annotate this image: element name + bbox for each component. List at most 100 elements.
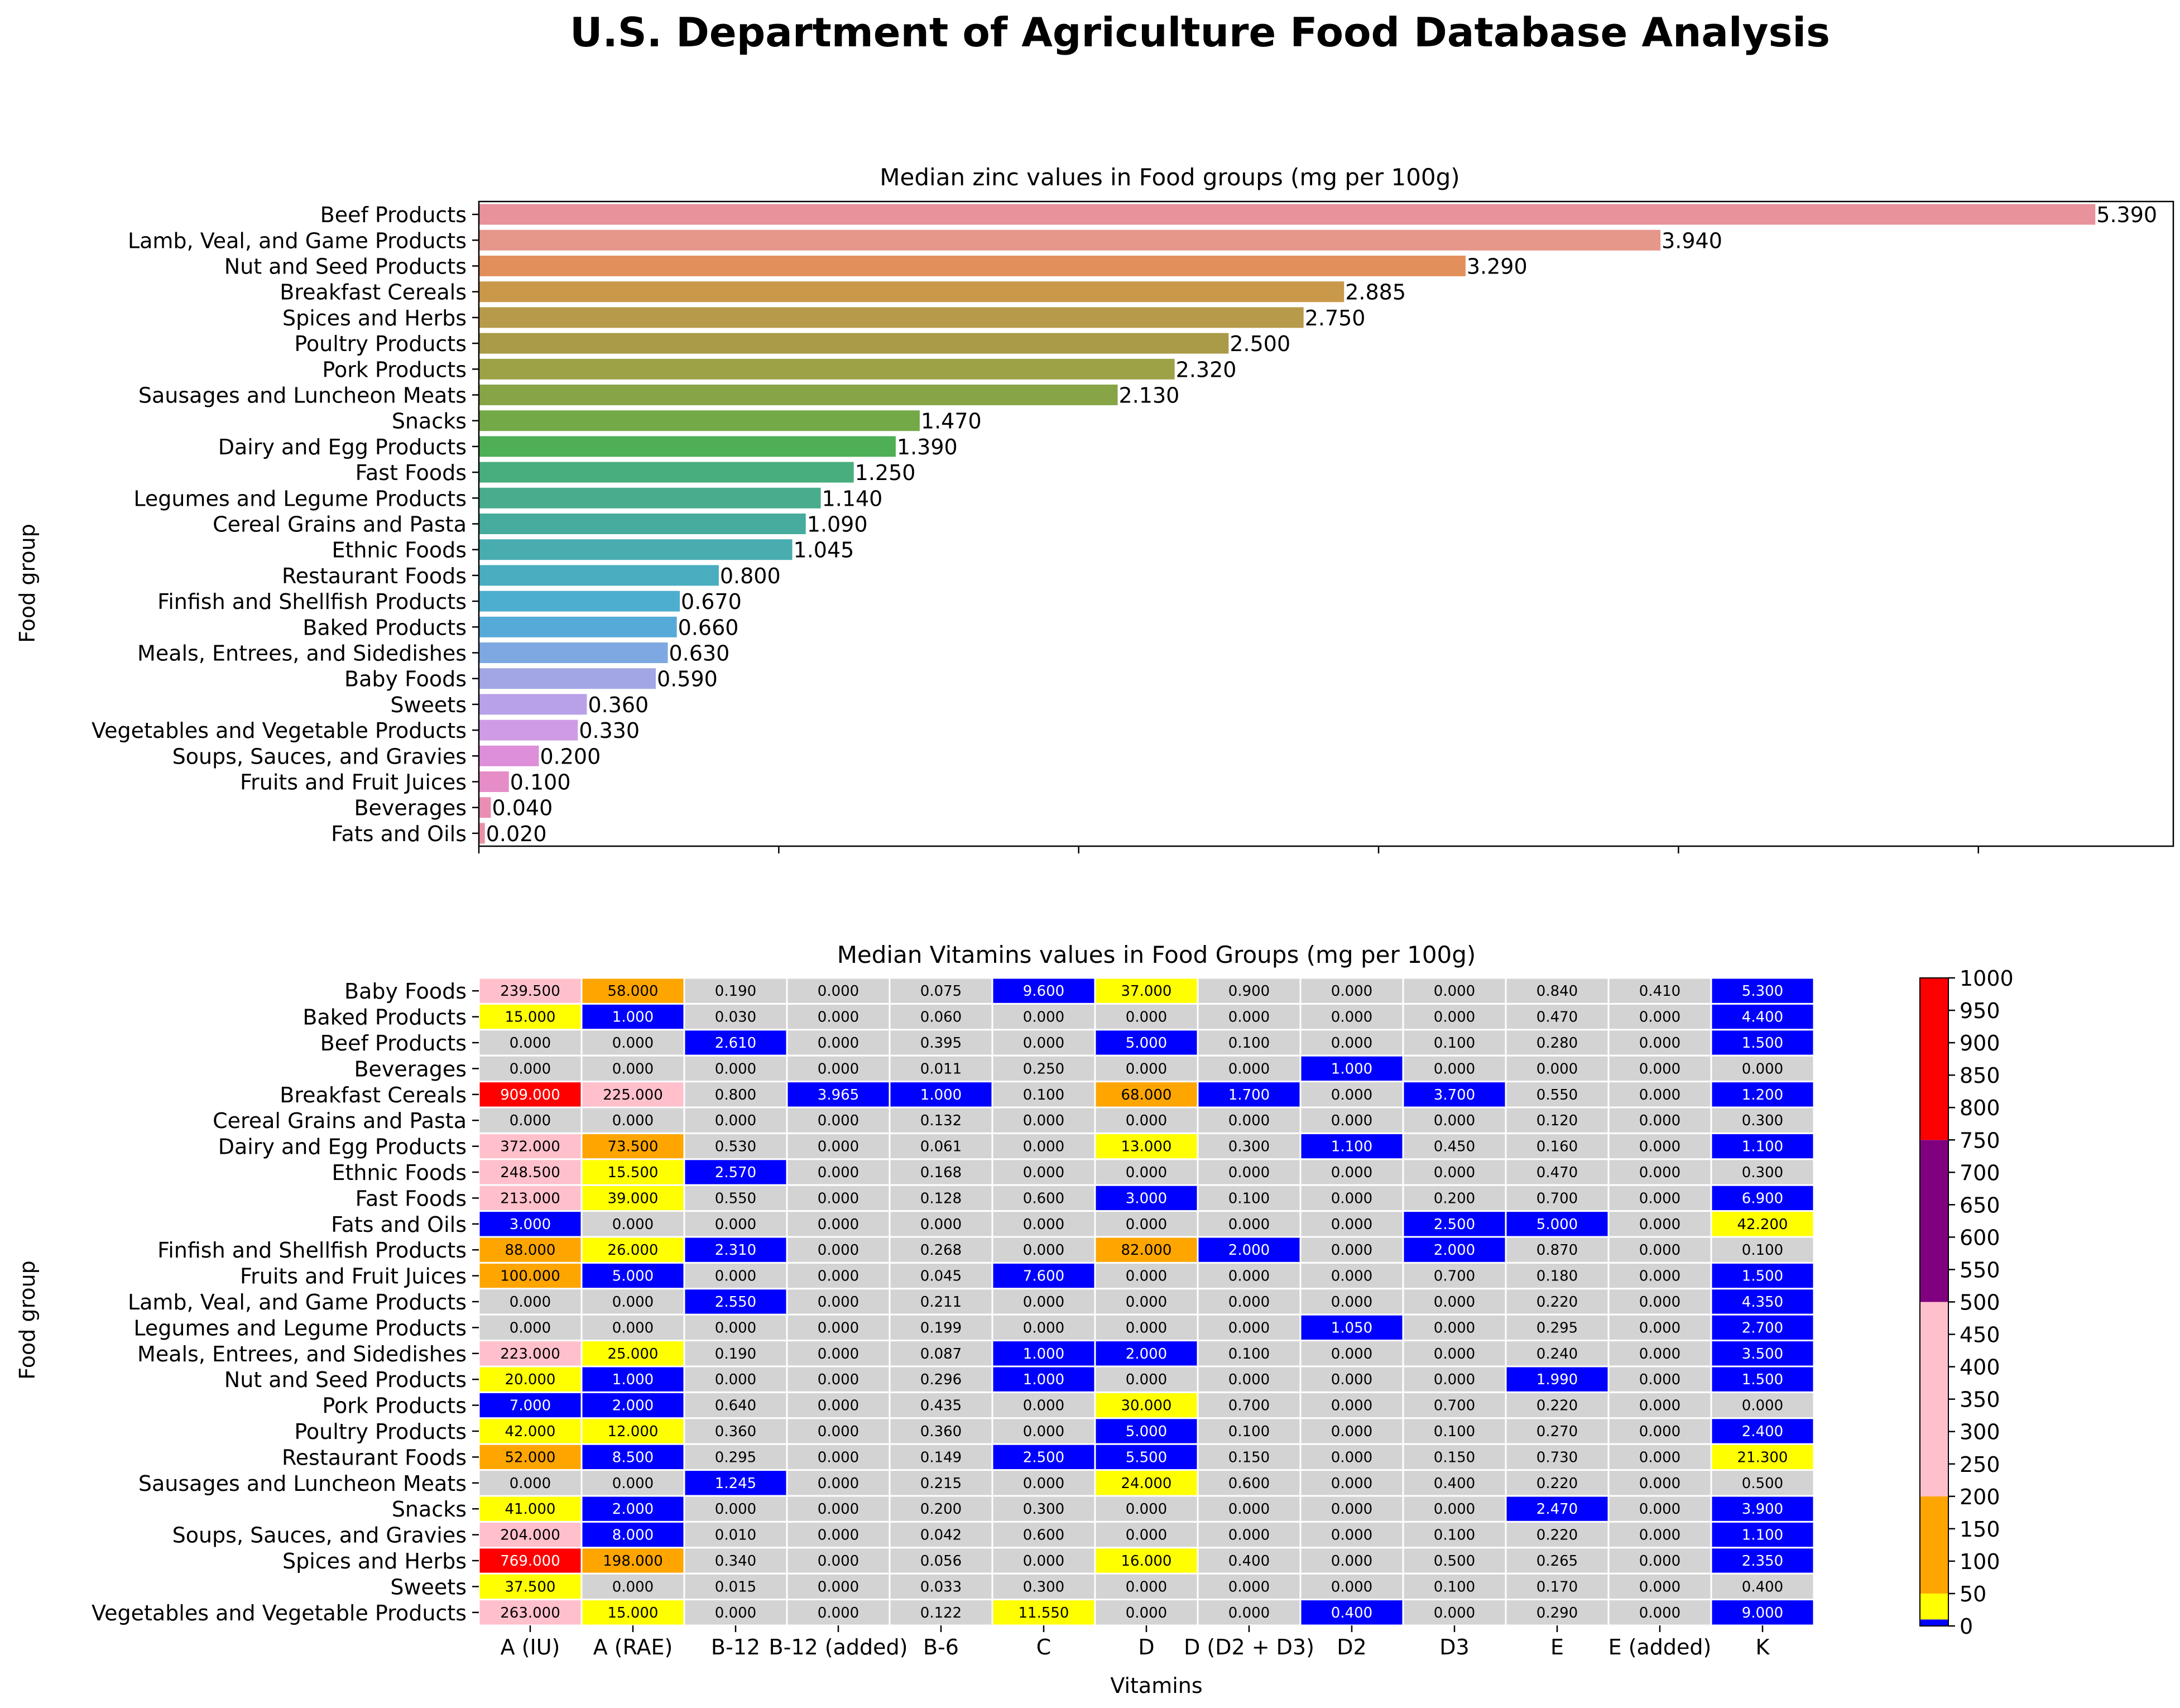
heatmap-row-label: Baked Products [302,1005,467,1030]
heatmap-cell-value: 0.000 [818,1139,859,1155]
heatmap-cell [1607,1572,1712,1601]
heatmap-cell-value: 0.000 [1639,1164,1680,1181]
heatmap-cell-value: 0.120 [1536,1112,1578,1129]
heatmap-cell-value: 0.000 [1639,1423,1680,1440]
heatmap-cell-value: 0.030 [715,1009,756,1026]
colorbar-segment [1920,1302,1948,1496]
heatmap-cell-value: 0.870 [1536,1242,1578,1259]
heatmap-cell [580,1469,685,1497]
heatmap-cell-value: 0.000 [1331,1346,1372,1362]
heatmap-cell [1607,1313,1712,1342]
heatmap-cell-value: 0.000 [1126,1501,1167,1518]
heatmap-cell-value: 0.000 [1023,1320,1064,1336]
heatmap-cell-value: 8.000 [612,1527,654,1544]
colorbar-tick-label: 650 [1960,1193,2000,1217]
heatmap-cell-value: 0.000 [510,1294,551,1311]
heatmap-cell-value: 0.000 [1023,1139,1064,1155]
heatmap-cell [683,1313,788,1342]
heatmap-cell-value: 0.000 [1639,1061,1680,1077]
bar-value-label: 5.390 [2096,203,2157,227]
bar-category-label: Fruits and Fruit Juices [240,770,467,795]
heatmap-cell [1402,1417,1507,1445]
bar-value-label: 0.590 [657,667,718,692]
heatmap-cell [683,1081,788,1109]
heatmap-cell-value: 2.310 [715,1242,756,1259]
heatmap-cell-value: 0.000 [1331,1553,1372,1570]
heatmap-cell-value: 0.000 [1331,1475,1372,1492]
heatmap-cell [786,1002,891,1031]
heatmap-cell-value: 0.730 [1536,1449,1578,1466]
heatmap-cell [1197,1340,1302,1368]
heatmap-cell [478,1340,583,1368]
heatmap-cell-value: 0.000 [1434,1320,1475,1336]
zinc-bar [479,823,485,844]
colorbar-tick-label: 950 [1960,999,2000,1023]
heatmap-cell [889,1158,993,1186]
heatmap-row-label: Sausages and Luncheon Meats [138,1471,467,1496]
heatmap-row-label: Baby Foods [344,979,467,1004]
heatmap-cell-value: 0.000 [1126,1527,1167,1544]
heatmap-cell [1402,1572,1507,1601]
heatmap-cell-value: 0.215 [920,1475,962,1492]
heatmap-cell [580,1081,685,1109]
heatmap-cell-value: 0.800 [715,1087,756,1104]
heatmap-cell [889,1443,993,1471]
heatmap-cell [1607,1210,1712,1238]
heatmap-cell-value: 0.000 [1228,1216,1270,1233]
heatmap-cell-value: 0.550 [715,1190,756,1207]
heatmap-cell-value: 0.000 [818,1242,859,1259]
heatmap-cell-value: 0.265 [1536,1553,1578,1570]
heatmap-cell [683,1158,788,1186]
heatmap-cell-value: 0.010 [715,1527,756,1544]
heatmap-cell-value: 0.061 [920,1139,962,1155]
heatmap-cell-value: 0.000 [1639,1087,1680,1104]
zinc-bar-chart: Median zinc values in Food groups (mg pe… [15,164,2174,853]
heatmap-cell-value: 0.000 [1331,1112,1372,1129]
colorbar-segment [1920,978,1948,1140]
heatmap-cell-value: 0.100 [1434,1579,1475,1595]
heatmap-cell-value: 42.000 [505,1423,556,1440]
heatmap-cell [1505,1469,1610,1497]
heatmap-cell-value: 0.000 [1742,1398,1783,1414]
bar-value-label: 0.800 [720,564,781,588]
heatmap-cell-value: 0.045 [920,1268,962,1285]
heatmap-cell [889,1132,993,1160]
heatmap-cell-value: 0.640 [715,1398,756,1414]
heatmap-cell [1299,1520,1404,1549]
heatmap-cell [786,1288,891,1316]
heatmap-cell-value: 0.000 [1126,1164,1167,1181]
zinc-bar [479,771,509,792]
heatmap-cell-value: 1.000 [1023,1371,1064,1388]
heatmap-cell-value: 15.500 [608,1164,659,1181]
heatmap-cell-value: 4.400 [1742,1009,1783,1026]
heatmap-cell-value: 0.000 [818,1579,859,1595]
heatmap-cell-value: 0.600 [1023,1527,1064,1544]
bar-category-label: Baby Foods [344,667,467,692]
heatmap-cell-value: 0.000 [612,1320,654,1336]
heatmap-cell [478,1002,583,1031]
heatmap-cell [1402,1520,1507,1549]
heatmap-cell-value: 0.000 [1228,1061,1270,1077]
heatmap-cell [1505,1029,1610,1057]
heatmap-cell [1402,1184,1507,1212]
heatmap-cell-value: 0.000 [1126,1268,1167,1285]
heatmap-cell-value: 0.000 [1331,1216,1372,1233]
heatmap-cell-value: 0.435 [920,1398,962,1414]
heatmap-cell-value: 0.060 [920,1009,962,1026]
heatmap-cell-value: 0.000 [1126,1579,1167,1595]
heatmap-cell-value: 9.000 [1742,1605,1783,1621]
heatmap-cell-value: 0.000 [1023,1112,1064,1129]
heatmap-cell-value: 0.000 [818,1475,859,1492]
heatmap-cell-value: 0.000 [1639,1371,1680,1388]
heatmap-cell-value: 0.000 [1536,1061,1578,1077]
zinc-bar [479,307,1304,328]
zinc-bar [479,281,1345,303]
heatmap-cell-value: 0.000 [1331,1190,1372,1207]
colorbar-tick-label: 100 [1960,1549,2000,1574]
heatmap-cell-value: 0.340 [715,1553,756,1570]
heatmap-cell-value: 0.295 [715,1449,756,1466]
heatmap-cell [1197,1158,1302,1186]
heatmap-cell [889,1288,993,1316]
heatmap-cell-value: 0.000 [1434,1009,1475,1026]
